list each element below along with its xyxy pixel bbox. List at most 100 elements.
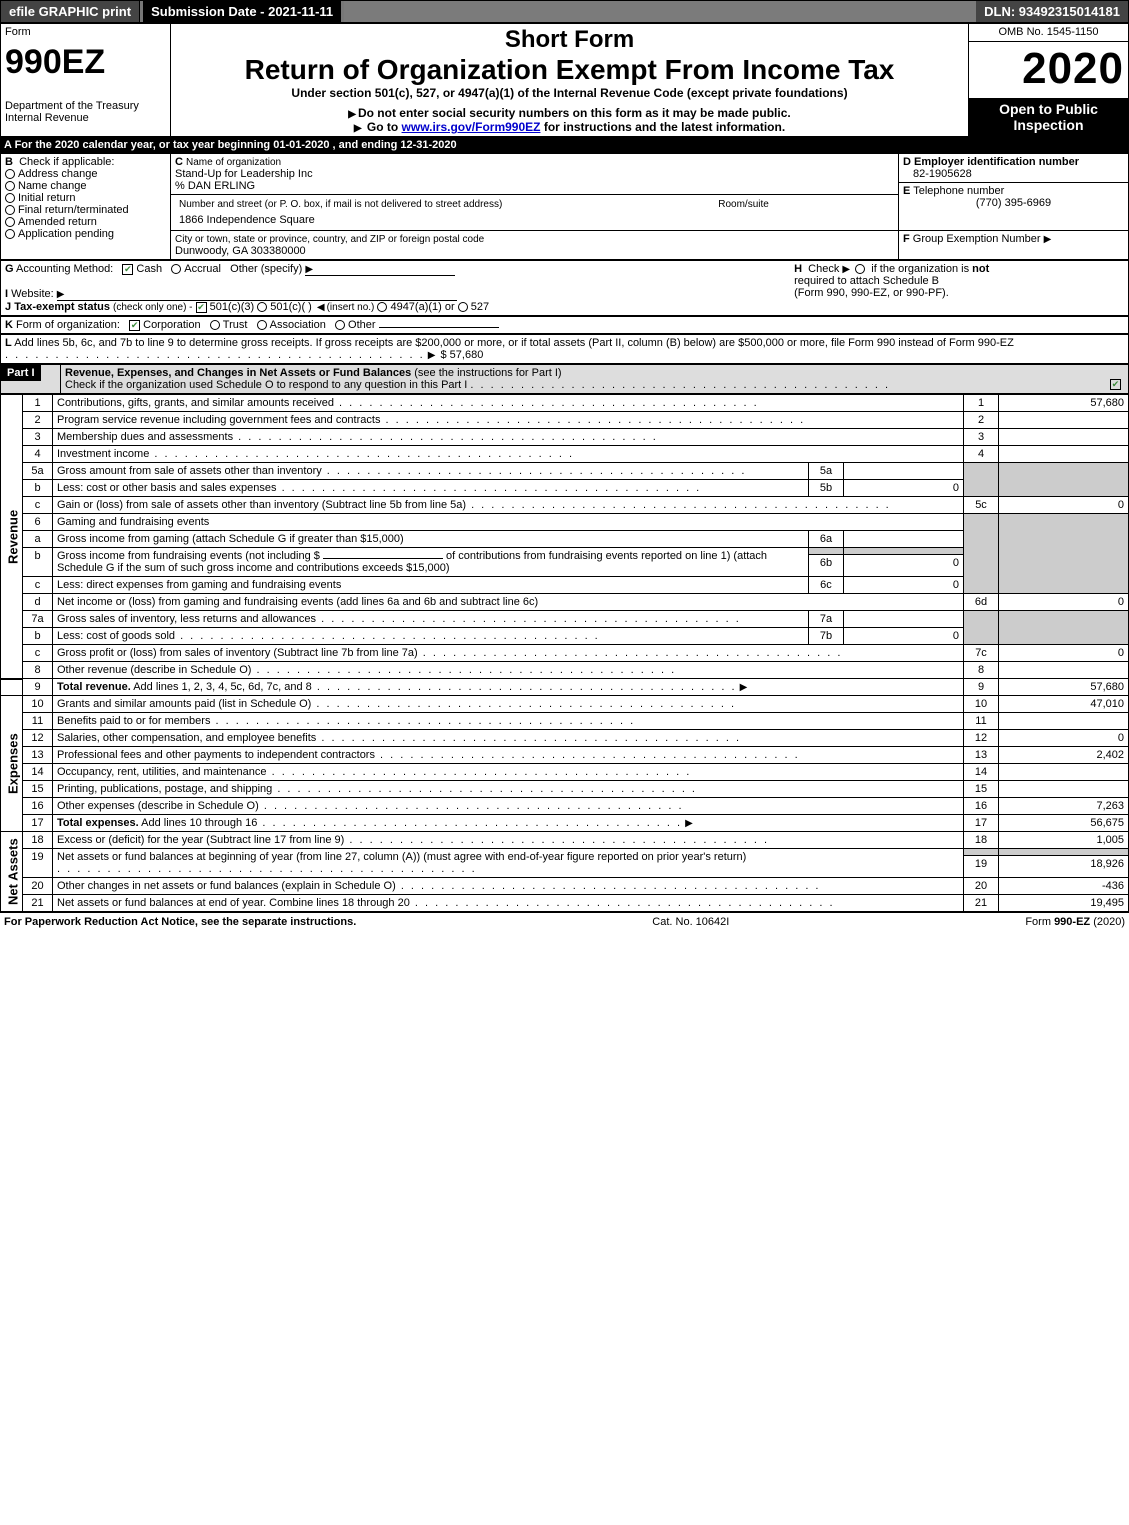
h-radio[interactable] [855, 264, 865, 274]
line-19-box: 19 [964, 855, 999, 877]
line-5b-num: b [23, 480, 53, 497]
line-21-num: 21 [23, 895, 53, 912]
line-17-text: Total expenses. [57, 817, 139, 829]
initial-return-radio[interactable] [5, 193, 15, 203]
line-6b-box: 6b [808, 554, 843, 576]
line-14-num: 14 [23, 764, 53, 781]
line-15-box: 15 [964, 781, 999, 798]
form-org-label: Form of organization: [16, 319, 120, 331]
line-10-text: Grants and similar amounts paid (list in… [57, 698, 311, 710]
line-15-text: Printing, publications, postage, and shi… [57, 783, 272, 795]
gross-receipts: $ 57,680 [441, 349, 484, 361]
line-17-box: 17 [964, 815, 999, 832]
line-7b-val: 0 [843, 628, 963, 645]
line-11-val [999, 713, 1129, 730]
line-7b-box: 7b [808, 628, 843, 645]
tax-year-begin: 01-01-2020 [273, 139, 329, 151]
accrual-radio[interactable] [171, 264, 181, 274]
line-6c-num: c [23, 577, 53, 594]
ssn-warning: Do not enter social security numbers on … [358, 106, 791, 120]
schedule-o-checkbox[interactable] [1110, 379, 1121, 390]
section-i-label: I [5, 288, 8, 300]
website-label: Website: [11, 288, 54, 300]
part1-checkline: Check if the organization used Schedule … [65, 379, 467, 391]
omb-number: OMB No. 1545-1150 [969, 24, 1129, 42]
amended-return: Amended return [18, 216, 97, 228]
cash-checkbox[interactable] [122, 264, 133, 275]
line-7c-num: c [23, 645, 53, 662]
line-5c-box: 5c [964, 497, 999, 514]
line-21-text: Net assets or fund balances at end of ye… [57, 897, 410, 909]
line-18-box: 18 [964, 832, 999, 849]
section-l-label: L [5, 337, 12, 349]
efile-print-label[interactable]: efile GRAPHIC print [1, 1, 140, 22]
501c-radio[interactable] [257, 302, 267, 312]
h-not: not [972, 263, 989, 275]
irs-link[interactable]: www.irs.gov/Form990EZ [402, 120, 541, 134]
line-6b-val: 0 [843, 554, 963, 576]
section-l-text: Add lines 5b, 6c, and 7b to line 9 to de… [14, 337, 1014, 349]
care-of: % DAN ERLING [175, 180, 255, 192]
4947-label: 4947(a)(1) or [390, 301, 454, 313]
insert-no: (insert no.) [327, 302, 375, 313]
line-20-box: 20 [964, 878, 999, 895]
line-8-box: 8 [964, 662, 999, 679]
revenue-label: Revenue [1, 395, 23, 679]
trust-radio[interactable] [210, 320, 220, 330]
527-label: 527 [471, 301, 489, 313]
line-19-num: 19 [23, 849, 53, 878]
line-17-num: 17 [23, 815, 53, 832]
address-change-radio[interactable] [5, 169, 15, 179]
line-20-num: 20 [23, 878, 53, 895]
line-6d-text: Net income or (loss) from gaming and fun… [57, 596, 538, 608]
line-13-num: 13 [23, 747, 53, 764]
line-9-text: Total revenue. [57, 681, 131, 693]
corp-checkbox[interactable] [129, 320, 140, 331]
assoc-radio[interactable] [257, 320, 267, 330]
application-pending-radio[interactable] [5, 229, 15, 239]
line-7c-val: 0 [999, 645, 1129, 662]
section-d-label: D [903, 156, 911, 168]
line-1-num: 1 [23, 395, 53, 412]
city-value: Dunwoody, GA 303380000 [175, 245, 306, 257]
line-13-text: Professional fees and other payments to … [57, 749, 375, 761]
501c3-checkbox[interactable] [196, 302, 207, 313]
amended-return-radio[interactable] [5, 217, 15, 227]
line-9-text2: Add lines 1, 2, 3, 4, 5c, 6d, 7c, and 8 [131, 681, 312, 693]
section-j-label: J [5, 301, 11, 313]
line-6b-text1: Gross income from fundraising events (no… [57, 550, 320, 562]
section-h-label: H [794, 263, 802, 275]
line-5a-num: 5a [23, 463, 53, 480]
line-15-num: 15 [23, 781, 53, 798]
org-name: Stand-Up for Leadership Inc [175, 168, 313, 180]
other-org-radio[interactable] [335, 320, 345, 330]
527-radio[interactable] [458, 302, 468, 312]
line-5b-text: Less: cost or other basis and sales expe… [57, 482, 277, 494]
4947-radio[interactable] [377, 302, 387, 312]
final-return-radio[interactable] [5, 205, 15, 215]
line-4-num: 4 [23, 446, 53, 463]
lines-table: Revenue 1 Contributions, gifts, grants, … [0, 394, 1129, 912]
line-6b-num: b [23, 548, 53, 577]
irs-label: Internal Revenue [5, 112, 166, 124]
footer-form-post: (2020) [1090, 916, 1125, 928]
page-footer: For Paperwork Reduction Act Notice, see … [0, 912, 1129, 931]
ein-value: 82-1905628 [903, 168, 972, 180]
cash-label: Cash [136, 263, 162, 275]
other-method-label: Other (specify) [230, 263, 302, 275]
dln-label: DLN: 93492315014181 [976, 1, 1128, 22]
line-20-val: -436 [999, 878, 1129, 895]
line-7a-val [843, 611, 963, 628]
name-change-radio[interactable] [5, 181, 15, 191]
catalog-number: Cat. No. 10642I [652, 916, 729, 928]
line-17-val: 56,675 [999, 815, 1129, 832]
line-4-box: 4 [964, 446, 999, 463]
line-14-box: 14 [964, 764, 999, 781]
paperwork-notice: For Paperwork Reduction Act Notice, see … [4, 916, 356, 928]
line-3-box: 3 [964, 429, 999, 446]
line-9-num: 9 [23, 679, 53, 696]
line-10-val: 47,010 [999, 696, 1129, 713]
check-only-one: (check only one) - [113, 302, 192, 313]
line-5c-val: 0 [999, 497, 1129, 514]
line-7a-box: 7a [808, 611, 843, 628]
